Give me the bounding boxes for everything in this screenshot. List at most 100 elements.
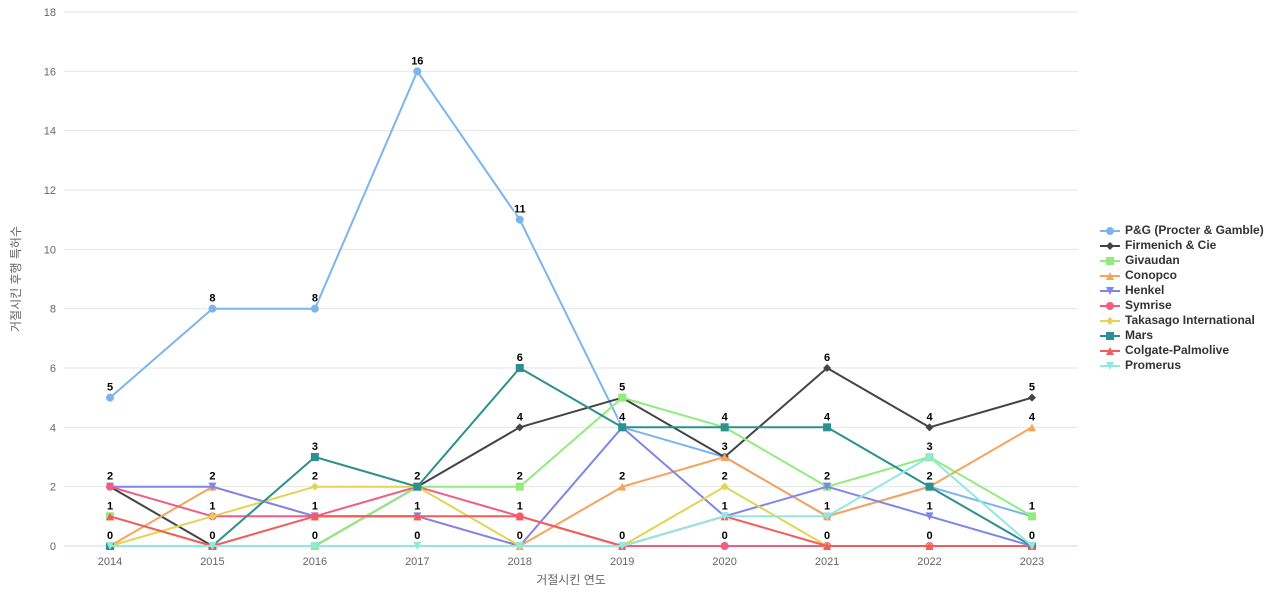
- point-marker: [925, 512, 934, 521]
- legend-marker-icon: [1100, 226, 1120, 235]
- point-marker: [618, 423, 627, 432]
- point-marker: [1027, 542, 1036, 550]
- legend-marker-icon: [1100, 346, 1120, 355]
- series-line: [109, 70, 1033, 518]
- legend-label: Henkel: [1125, 283, 1165, 297]
- legend-item-henkel[interactable]: Henkel: [1100, 283, 1264, 298]
- point-marker: [208, 542, 217, 550]
- point-marker: [823, 482, 832, 491]
- x-axis-title: 거절시킨 연도: [536, 573, 606, 587]
- point-marker: [413, 542, 422, 550]
- y-axis-title: 거절시킨 후행 특허수: [8, 226, 23, 332]
- legend-label: Colgate-Palmolive: [1125, 343, 1230, 357]
- data-label: 1: [824, 500, 830, 512]
- data-label: 5: [619, 382, 625, 394]
- point-marker: [106, 393, 114, 402]
- point-marker: [515, 364, 524, 372]
- point-marker: [1106, 286, 1114, 295]
- series-line: [109, 367, 1033, 547]
- point-marker: [823, 512, 832, 521]
- point-marker: [925, 423, 934, 432]
- data-label: 1: [517, 500, 523, 512]
- series-line: [109, 396, 1033, 547]
- y-tick-label: 18: [44, 7, 56, 19]
- point-marker: [823, 364, 832, 372]
- legend-label: Takasago International: [1125, 313, 1255, 327]
- series-line: [109, 456, 1033, 547]
- legend-marker-icon: [1100, 256, 1120, 265]
- data-label: 2: [414, 471, 420, 483]
- point-marker: [720, 453, 729, 461]
- legend-marker-icon: [1100, 331, 1120, 340]
- point-marker: [106, 512, 114, 521]
- legend-item-conopco[interactable]: Conopco: [1100, 268, 1264, 283]
- data-label: 2: [619, 471, 625, 483]
- point-marker: [515, 542, 524, 550]
- y-tick-label: 0: [50, 541, 56, 553]
- legend-item-mars[interactable]: Mars: [1100, 328, 1264, 343]
- series-mars: [106, 364, 1036, 550]
- point-marker: [925, 542, 934, 550]
- legend-marker-icon: [1100, 316, 1120, 325]
- legend-marker-icon: [1100, 286, 1120, 295]
- data-label: 3: [926, 441, 932, 453]
- data-label: 0: [517, 530, 523, 542]
- point-marker: [208, 482, 217, 491]
- data-label: 0: [209, 530, 215, 542]
- point-marker: [413, 512, 422, 521]
- y-tick-label: 10: [44, 244, 56, 256]
- point-marker: [310, 512, 319, 521]
- legend-item-promerus[interactable]: Promerus: [1100, 358, 1264, 373]
- y-axis-tick-labels: 0 2 4 6 8 10 12 14 16 18: [44, 7, 56, 553]
- legend-item-p-g-procter-gamble[interactable]: P&G (Procter & Gamble): [1100, 223, 1264, 238]
- point-marker: [1106, 301, 1114, 310]
- point-marker: [310, 482, 319, 491]
- data-label: 8: [312, 293, 318, 305]
- gridlines: [64, 11, 1078, 547]
- point-marker: [310, 453, 319, 461]
- data-label: 2: [107, 471, 113, 483]
- point-marker: [925, 482, 934, 491]
- data-label: 3: [312, 441, 318, 453]
- legend-marker-icon: [1100, 361, 1120, 370]
- point-marker: [925, 453, 934, 461]
- point-marker: [515, 482, 524, 491]
- point-marker: [208, 304, 217, 313]
- data-label: 2: [517, 471, 523, 483]
- legend-item-symrise[interactable]: Symrise: [1100, 298, 1264, 313]
- legend-item-colgate-palmolive[interactable]: Colgate-Palmolive: [1100, 343, 1264, 358]
- data-label: 4: [517, 411, 524, 423]
- point-marker: [720, 482, 729, 491]
- series-colgate-palmolive: [106, 512, 1036, 550]
- legend-marker-icon: [1100, 241, 1120, 250]
- point-marker: [720, 542, 729, 550]
- point-marker: [310, 304, 319, 313]
- data-label: 11: [514, 204, 526, 216]
- legend-label: Mars: [1125, 328, 1154, 342]
- legend-item-takasago-international[interactable]: Takasago International: [1100, 313, 1264, 328]
- legend-item-givaudan[interactable]: Givaudan: [1100, 253, 1264, 268]
- point-marker: [1106, 241, 1114, 250]
- x-tick-label: 2021: [815, 556, 839, 568]
- data-label: 4: [824, 411, 831, 423]
- point-marker: [515, 423, 524, 432]
- point-marker: [515, 215, 524, 224]
- point-marker: [1106, 331, 1114, 340]
- point-marker: [106, 542, 114, 550]
- point-marker: [823, 542, 832, 550]
- data-label: 1: [107, 500, 113, 512]
- point-marker: [413, 67, 422, 76]
- legend-marker-icon: [1100, 301, 1120, 310]
- data-label: 2: [312, 471, 318, 483]
- y-tick-label: 4: [50, 422, 56, 434]
- legend-item-firmenich-cie[interactable]: Firmenich & Cie: [1100, 238, 1264, 253]
- x-tick-label: 2018: [508, 556, 532, 568]
- x-tick-label: 2017: [405, 556, 429, 568]
- data-label: 3: [722, 441, 728, 453]
- legend-label: P&G (Procter & Gamble): [1125, 223, 1264, 237]
- y-tick-label: 8: [50, 304, 56, 316]
- series-firmenich-cie: [106, 364, 1036, 550]
